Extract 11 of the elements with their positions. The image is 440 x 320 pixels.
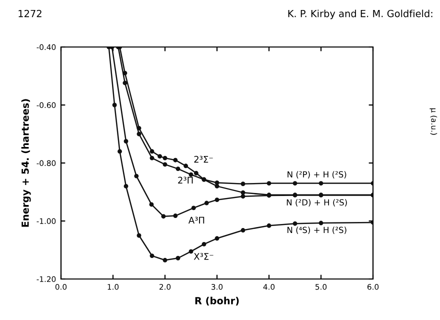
series-label: 2³Π	[178, 176, 193, 184]
annotation: N (⁴S) + H (²S)	[287, 226, 346, 234]
text: 1272	[18, 10, 42, 18]
series-label: A³Π	[188, 216, 204, 224]
annotation: N (²P) + H (²S)	[288, 171, 346, 178]
series-label: 2³Σ⁻	[194, 156, 213, 163]
text: K. P. Kirby and E. M. Goldfield:	[288, 10, 432, 20]
series-label: X³Σ⁻	[194, 253, 214, 260]
annotation: N (²D) + H (²S)	[286, 199, 347, 206]
x-axis-title: R (bohr)	[195, 296, 239, 306]
y-axis-title: Energy + 54. (hartrees)	[21, 99, 31, 227]
